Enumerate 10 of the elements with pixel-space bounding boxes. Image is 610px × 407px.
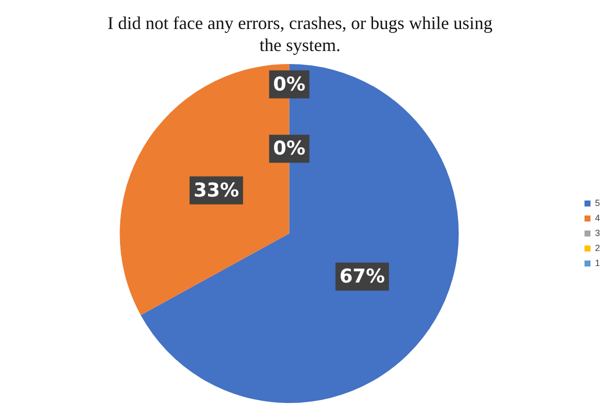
text: 0% bbox=[273, 138, 306, 160]
text: 0% bbox=[273, 73, 306, 96]
legend-label: 4 bbox=[594, 212, 600, 223]
legend-label: 5 bbox=[594, 198, 600, 208]
legend-label: 2 bbox=[594, 242, 600, 253]
legend-label: 3 bbox=[594, 228, 600, 238]
chart-title: I did not face any errors, crashes, or bugs while using the system. bbox=[106, 12, 494, 56]
data-label: 33% bbox=[194, 179, 240, 202]
legend-label: 1 bbox=[594, 258, 600, 268]
data-label: 67% bbox=[339, 266, 385, 288]
